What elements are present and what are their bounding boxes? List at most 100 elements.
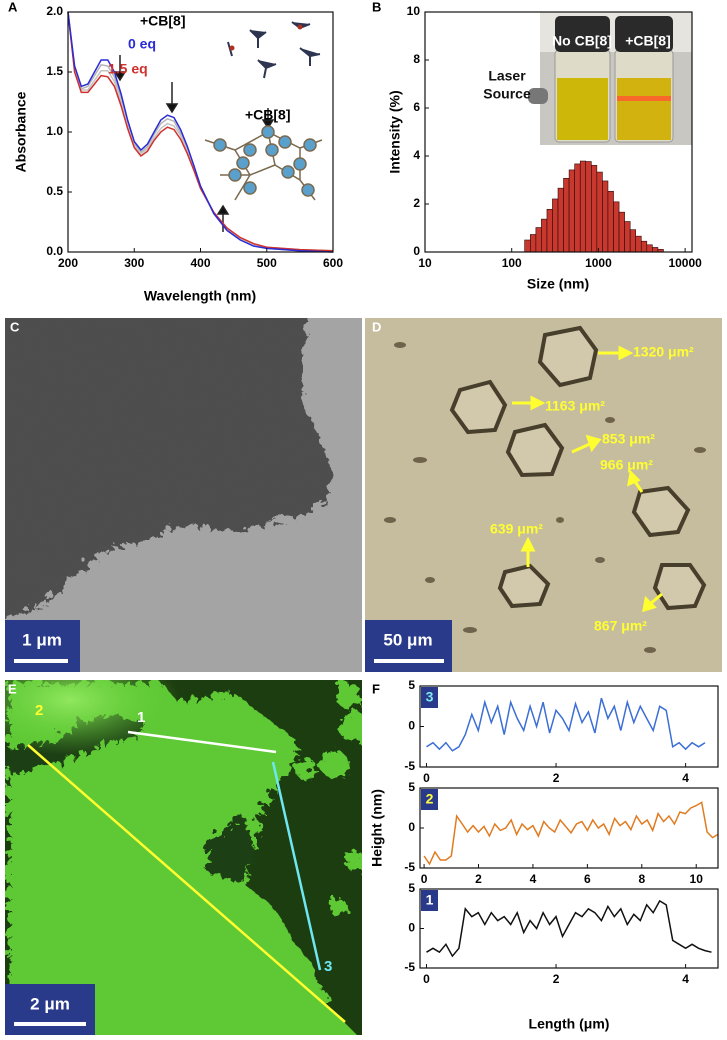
panel-label: D (372, 319, 381, 334)
bar (591, 165, 598, 253)
plot-frame (419, 888, 719, 969)
bar (563, 178, 570, 253)
bar (602, 180, 609, 253)
y-tick-label: 0 (408, 921, 415, 935)
scale-bar-label: 50 μm (383, 630, 432, 649)
x-tick-label: 100 (502, 256, 522, 270)
y-tick-label: 0 (408, 820, 415, 834)
inset-label: No CB[8] (552, 33, 612, 49)
bar (624, 221, 631, 253)
plot-frame (424, 11, 693, 253)
x-tick-label: 0 (423, 972, 430, 986)
bar (541, 218, 548, 253)
x-tick-label: 2 (475, 872, 482, 886)
area-label: 966 μm² (600, 457, 653, 473)
y-tick-label: 1.5 (46, 64, 63, 78)
bar (568, 169, 575, 253)
data-line (67, 11, 334, 253)
bar (652, 247, 659, 253)
x-tick-label: 0 (423, 771, 430, 785)
annotation: +CB[8] (140, 13, 186, 29)
x-tick-label: 2 (553, 771, 560, 785)
data-line (67, 11, 334, 253)
x-tick-label: 10 (418, 256, 432, 270)
scale-bar-box (5, 620, 80, 672)
plot-frame (67, 11, 334, 253)
x-tick-label: 2 (553, 972, 560, 986)
y-tick-label: 8 (413, 52, 420, 66)
x-axis-label: Wavelength (nm) (144, 288, 256, 304)
y-tick-label: 1.0 (46, 124, 63, 138)
bar (640, 240, 648, 253)
area-label: 853 μm² (602, 431, 655, 447)
data-line (426, 697, 706, 752)
x-axis-label: Size (nm) (527, 276, 589, 292)
y-tick-label: -5 (404, 860, 415, 874)
y-tick-label: 6 (413, 100, 420, 114)
plot-frame (419, 685, 719, 768)
y-axis-label: Intensity (%) (387, 90, 403, 173)
bar (524, 239, 531, 253)
inset-label: Source (483, 86, 531, 102)
scale-bar (374, 659, 444, 663)
panel-label: E (8, 681, 17, 696)
x-tick-label: 8 (638, 872, 645, 886)
y-tick-label: 2 (413, 196, 420, 210)
line-label: 2 (35, 702, 43, 719)
bar (618, 211, 625, 253)
x-tick-label: 4 (682, 771, 689, 785)
x-tick-label: 6 (584, 872, 591, 886)
series-badge (421, 890, 438, 911)
y-tick-label: 0.5 (46, 184, 63, 198)
y-axis-label: Absorbance (13, 91, 29, 172)
area-label: 1163 μm² (545, 398, 605, 414)
line-label: 3 (324, 958, 332, 975)
data-line (426, 899, 712, 958)
bar (596, 171, 603, 253)
scale-bar-box (365, 620, 452, 672)
y-tick-label: -5 (404, 759, 415, 773)
y-tick-label: -5 (404, 960, 415, 974)
data-line (423, 801, 719, 866)
confocal-image (5, 680, 362, 1035)
bar (607, 190, 614, 253)
y-axis-label: Height (nm) (369, 789, 385, 867)
data-line (67, 11, 334, 252)
series-label: 3 (426, 689, 434, 705)
y-tick-label: 5 (408, 780, 415, 794)
y-tick-label: 5 (408, 881, 415, 895)
area-label: 1320 μm² (633, 344, 694, 360)
line-label: 1 (137, 709, 145, 726)
bar (557, 187, 564, 253)
area-label: 639 μm² (490, 521, 543, 537)
scale-bar-box (5, 984, 95, 1035)
annotation: +CB[8] (245, 107, 291, 123)
x-tick-label: 300 (124, 256, 144, 270)
bar (546, 208, 553, 253)
bar (646, 244, 653, 253)
bar (585, 161, 592, 253)
panel-label: C (10, 319, 20, 334)
x-tick-label: 10000 (668, 256, 702, 270)
series-label: 0 eq (128, 36, 156, 52)
y-tick-label: 10 (407, 4, 421, 18)
panel-label: B (372, 0, 381, 14)
y-tick-label: 2.0 (46, 4, 63, 18)
series-badge (421, 789, 438, 810)
y-tick-label: 0.0 (46, 244, 63, 258)
x-tick-label: 0 (421, 872, 428, 886)
bar (552, 198, 559, 253)
series-badge (421, 687, 438, 708)
x-tick-label: 400 (190, 256, 210, 270)
optical-image (365, 318, 722, 672)
x-tick-label: 1000 (585, 256, 612, 270)
x-axis-label: Length (μm) (529, 1016, 610, 1032)
panel-label: A (8, 0, 18, 14)
bar (613, 201, 620, 253)
series-label: 2 (426, 791, 434, 807)
data-line (67, 11, 334, 252)
scale-bar (14, 659, 68, 663)
series-label: 1.5 eq (108, 61, 148, 77)
y-tick-label: 5 (408, 678, 415, 692)
